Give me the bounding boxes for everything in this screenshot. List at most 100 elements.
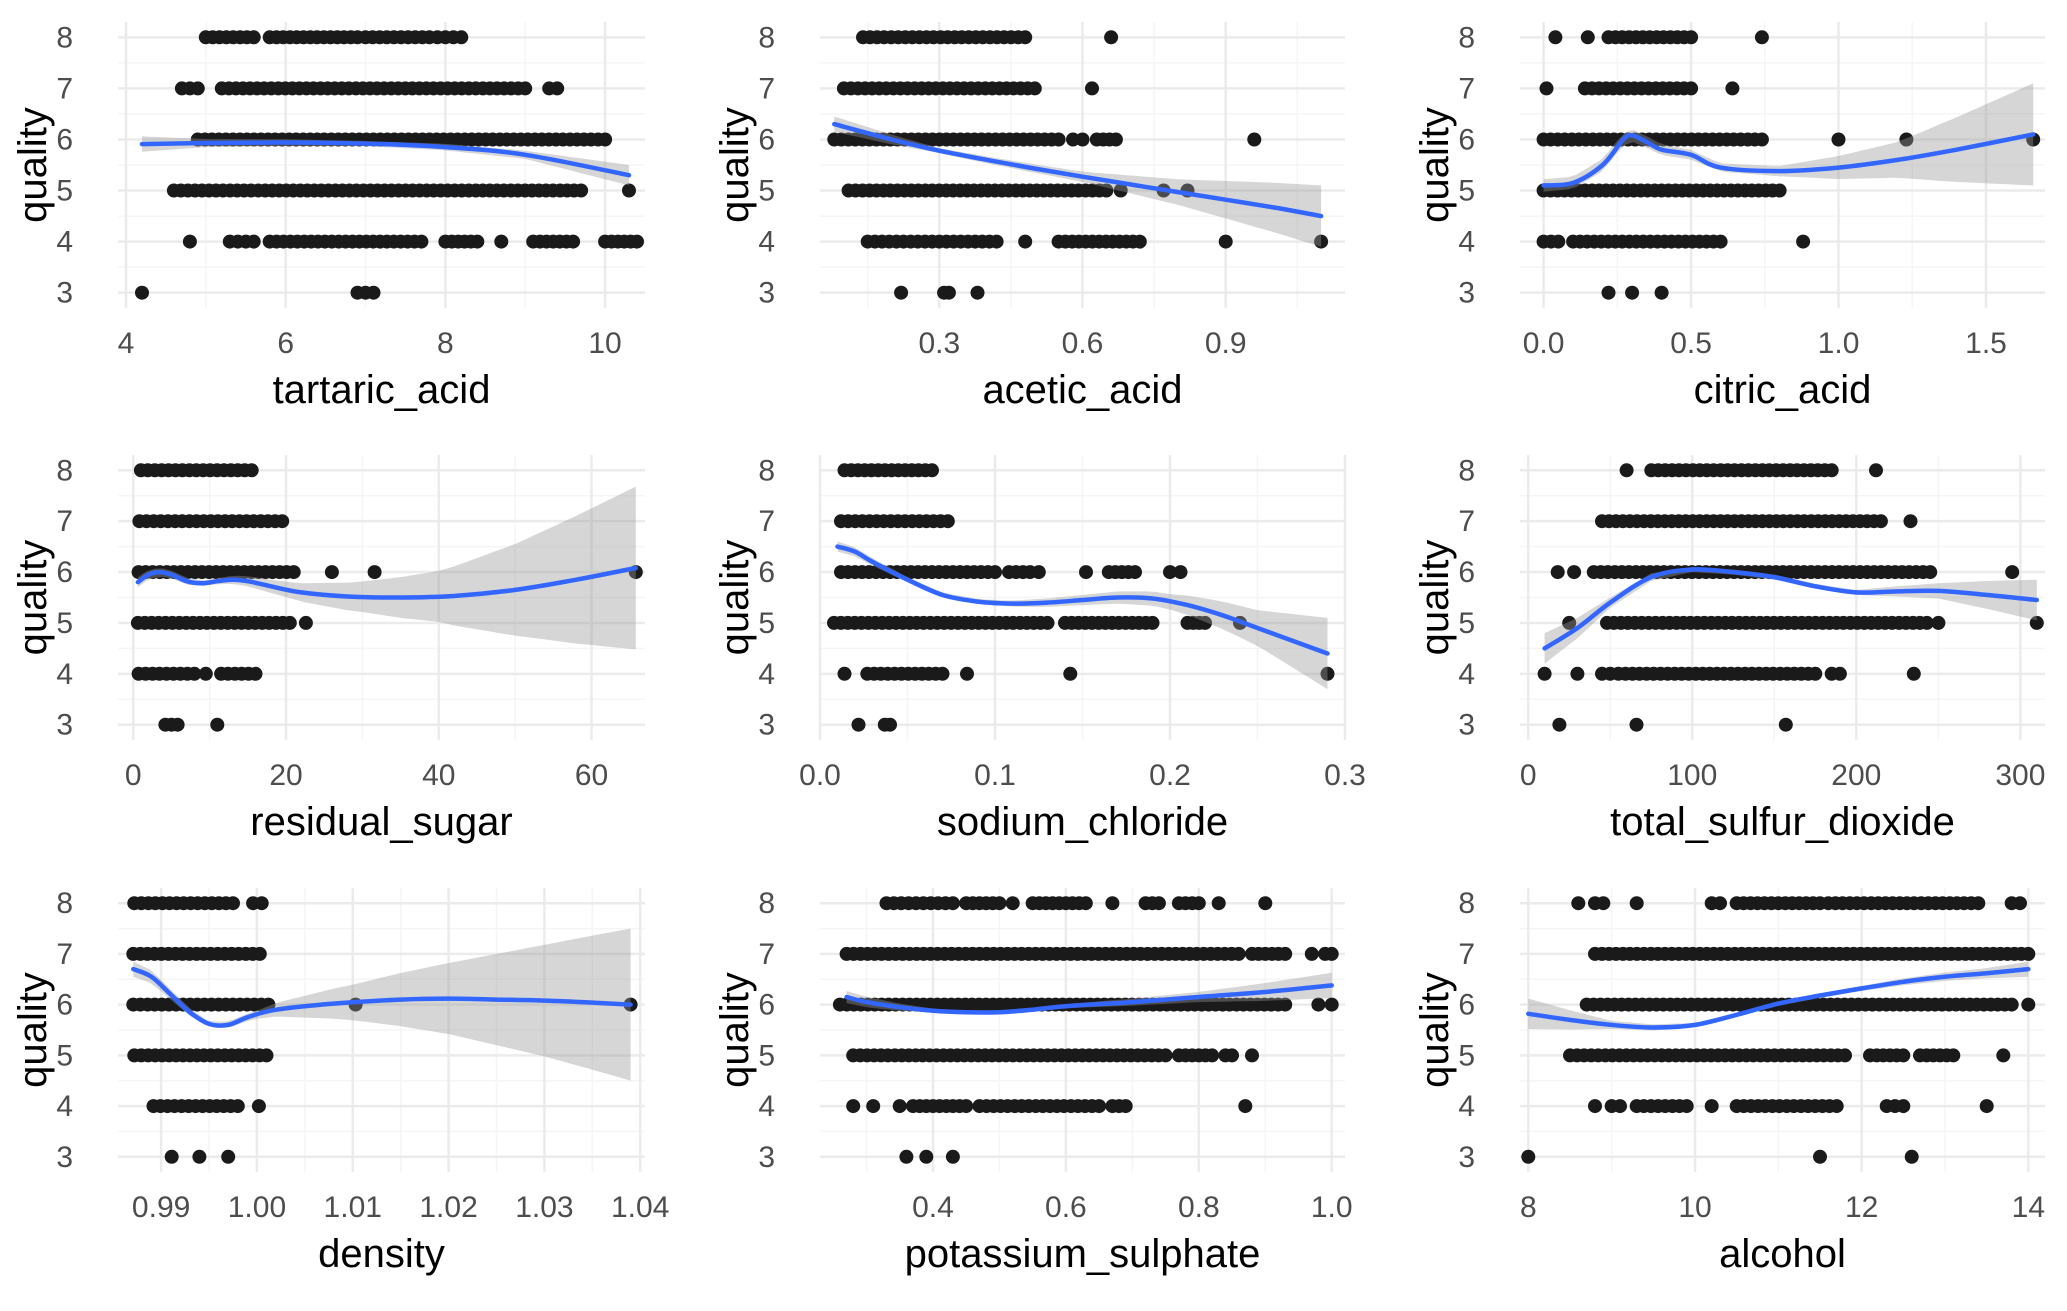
data-point bbox=[919, 1149, 934, 1164]
y-tick-label: 5 bbox=[758, 175, 775, 208]
data-point bbox=[2029, 615, 2044, 630]
data-point bbox=[1108, 132, 1123, 147]
data-point bbox=[1838, 1048, 1852, 1063]
x-tick-label: 0 bbox=[1520, 759, 1537, 792]
x-tick-label: 0 bbox=[125, 759, 142, 792]
data-point bbox=[622, 183, 636, 198]
y-tick-label: 3 bbox=[1458, 709, 1475, 742]
data-point bbox=[1896, 1048, 1911, 1063]
scatter-points bbox=[1536, 30, 2041, 300]
x-tick-label: 1.0 bbox=[1818, 327, 1860, 360]
data-point bbox=[414, 234, 429, 249]
data-point bbox=[1725, 81, 1740, 96]
data-point bbox=[2021, 946, 2036, 961]
data-point bbox=[190, 81, 205, 96]
data-point bbox=[940, 514, 955, 529]
data-point bbox=[1128, 565, 1142, 580]
y-tick-label: 6 bbox=[56, 989, 73, 1022]
data-point bbox=[254, 896, 269, 911]
data-point bbox=[1132, 234, 1147, 249]
x-axis-title: sodium_chloride bbox=[937, 800, 1228, 844]
data-point bbox=[866, 1099, 881, 1114]
x-axis-title: alcohol bbox=[1719, 1232, 1846, 1276]
smooth-line bbox=[835, 544, 1330, 656]
data-point bbox=[1601, 285, 1616, 300]
data-point bbox=[454, 30, 469, 45]
data-point bbox=[251, 1099, 266, 1114]
data-point bbox=[1946, 1048, 1961, 1063]
data-point bbox=[1078, 896, 1093, 911]
data-point bbox=[1896, 1099, 1911, 1114]
y-tick-label: 5 bbox=[56, 607, 73, 640]
data-point bbox=[1324, 946, 1339, 961]
x-tick-label: 0.6 bbox=[1062, 327, 1104, 360]
data-point bbox=[282, 615, 297, 630]
data-point bbox=[1808, 666, 1823, 681]
data-point bbox=[1521, 1149, 1536, 1164]
data-point bbox=[1829, 1099, 1844, 1114]
y-tick-label: 6 bbox=[1458, 989, 1475, 1022]
data-point bbox=[470, 234, 485, 249]
data-point bbox=[286, 565, 301, 580]
data-point bbox=[1314, 234, 1329, 249]
scatter-points bbox=[827, 30, 1329, 300]
y-tick-label: 4 bbox=[56, 226, 73, 259]
data-point bbox=[1824, 463, 1839, 478]
data-point bbox=[1873, 514, 1888, 529]
y-tick-label: 3 bbox=[1458, 277, 1475, 310]
data-point bbox=[1971, 896, 1986, 911]
data-point bbox=[1629, 896, 1644, 911]
y-tick-label: 7 bbox=[56, 505, 73, 538]
x-tick-label: 6 bbox=[277, 327, 294, 360]
data-point bbox=[244, 463, 259, 478]
x-tick-label: 1.00 bbox=[228, 1191, 286, 1224]
data-point bbox=[298, 615, 313, 630]
data-point bbox=[899, 1149, 914, 1164]
data-point bbox=[992, 896, 1007, 911]
y-tick-label: 5 bbox=[1458, 1039, 1475, 1072]
data-point bbox=[252, 946, 267, 961]
x-tick-label: 0.0 bbox=[799, 759, 841, 792]
y-axis-title: quality bbox=[713, 540, 757, 656]
data-point bbox=[1923, 565, 1938, 580]
data-point bbox=[894, 285, 909, 300]
data-point bbox=[1619, 463, 1634, 478]
data-point bbox=[1679, 1099, 1694, 1114]
y-tick-label: 3 bbox=[56, 277, 73, 310]
data-point bbox=[1629, 717, 1644, 732]
x-tick-label: 0.5 bbox=[1670, 327, 1712, 360]
data-point bbox=[598, 132, 613, 147]
data-point bbox=[1092, 1099, 1107, 1114]
scatter-points bbox=[130, 463, 643, 732]
data-point bbox=[230, 1099, 245, 1114]
data-point bbox=[1145, 615, 1160, 630]
scatter-points bbox=[827, 463, 1335, 732]
y-tick-label: 4 bbox=[1458, 658, 1475, 691]
y-tick-label: 6 bbox=[758, 556, 775, 589]
data-point bbox=[846, 1099, 861, 1114]
data-point bbox=[494, 234, 509, 249]
data-point bbox=[989, 234, 1004, 249]
x-tick-label: 14 bbox=[2012, 1191, 2045, 1224]
data-point bbox=[1570, 666, 1585, 681]
data-point bbox=[959, 1099, 974, 1114]
x-tick-label: 40 bbox=[422, 759, 455, 792]
y-axis-title: quality bbox=[1413, 540, 1457, 656]
data-point bbox=[1075, 132, 1090, 147]
data-point bbox=[1831, 132, 1846, 147]
y-axis-title: quality bbox=[713, 107, 757, 223]
x-axis-title: residual_sugar bbox=[250, 800, 512, 844]
data-point bbox=[837, 666, 852, 681]
data-point bbox=[1151, 896, 1166, 911]
data-point bbox=[2004, 997, 2019, 1012]
data-point bbox=[1567, 565, 1582, 580]
x-tick-label: 0.9 bbox=[1205, 327, 1247, 360]
data-point bbox=[1031, 565, 1046, 580]
y-tick-label: 7 bbox=[56, 938, 73, 971]
data-point bbox=[1537, 666, 1552, 681]
x-tick-label: 1.03 bbox=[515, 1191, 573, 1224]
data-point bbox=[566, 234, 581, 249]
data-point bbox=[1580, 30, 1595, 45]
y-tick-label: 6 bbox=[56, 123, 73, 156]
grid bbox=[820, 22, 1345, 308]
